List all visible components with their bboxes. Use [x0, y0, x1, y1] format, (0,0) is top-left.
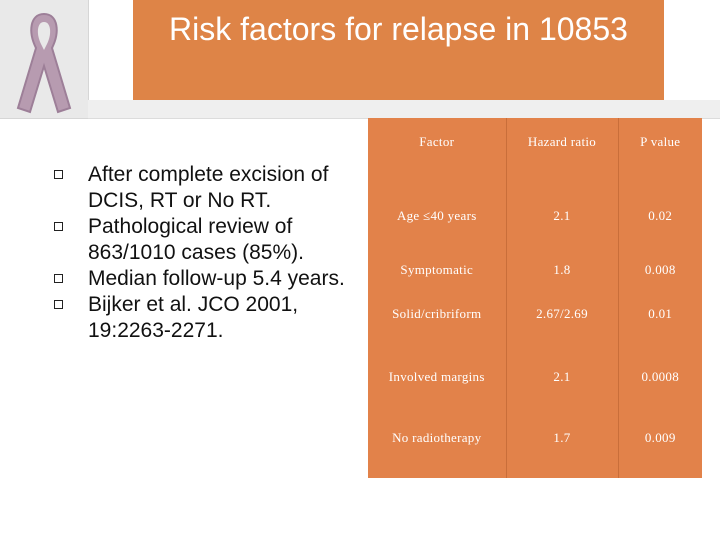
title-bar — [133, 0, 664, 100]
awareness-ribbon-icon — [16, 12, 72, 114]
header-factor: Factor — [368, 118, 507, 190]
header-divider — [88, 100, 720, 119]
bullet-list: After complete excision of DCIS, RT or N… — [48, 162, 358, 344]
cell-factor: Involved margins — [368, 330, 507, 424]
cell-factor: Solid/cribriform — [368, 298, 507, 330]
table-row: Involved margins 2.1 0.0008 — [368, 330, 702, 424]
cell-hazard-ratio: 2.1 — [506, 190, 619, 242]
logo-panel — [0, 0, 89, 119]
table-row: No radiotherapy 1.7 0.009 — [368, 424, 702, 478]
bullet-item: Bijker et al. JCO 2001, 19:2263-2271. — [48, 292, 358, 344]
table-row: Solid/cribriform 2.67/2.69 0.01 — [368, 298, 702, 330]
cell-factor: Symptomatic — [368, 242, 507, 298]
risk-factor-table: Factor Hazard ratio P value Age ≤40 year… — [368, 118, 702, 478]
cell-p-value: 0.01 — [648, 306, 673, 321]
header-p-value: P value — [640, 134, 681, 149]
cell-hazard-ratio: 1.8 — [506, 242, 619, 298]
table-header-row: Factor Hazard ratio P value — [368, 118, 702, 190]
header-hazard-ratio: Hazard ratio — [506, 118, 619, 190]
table-row: Age ≤40 years 2.1 0.02 — [368, 190, 702, 242]
cell-factor: No radiotherapy — [368, 424, 507, 478]
bullet-square-icon — [54, 170, 63, 179]
cell-hazard-ratio: 1.7 — [506, 424, 619, 478]
cell-p-value: 0.008 — [644, 262, 676, 277]
table-row: Symptomatic 1.8 0.008 — [368, 242, 702, 298]
bullet-square-icon — [54, 274, 63, 283]
cell-hazard-ratio: 2.1 — [506, 330, 619, 424]
bullet-square-icon — [54, 222, 63, 231]
bullet-square-icon — [54, 300, 63, 309]
cell-hazard-ratio: 2.67/2.69 — [506, 298, 619, 330]
cell-factor: Age ≤40 years — [368, 190, 507, 242]
slide-title: Risk factors for relapse in 10853 — [169, 11, 628, 47]
cell-p-value: 0.02 — [648, 208, 673, 223]
bullet-item: After complete excision of DCIS, RT or N… — [48, 162, 358, 214]
bullet-item: Median follow-up 5.4 years. — [48, 266, 358, 292]
cell-p-value: 0.009 — [644, 430, 676, 445]
cell-p-value: 0.0008 — [641, 369, 680, 384]
bullet-item: Pathological review of 863/1010 cases (8… — [48, 214, 358, 266]
